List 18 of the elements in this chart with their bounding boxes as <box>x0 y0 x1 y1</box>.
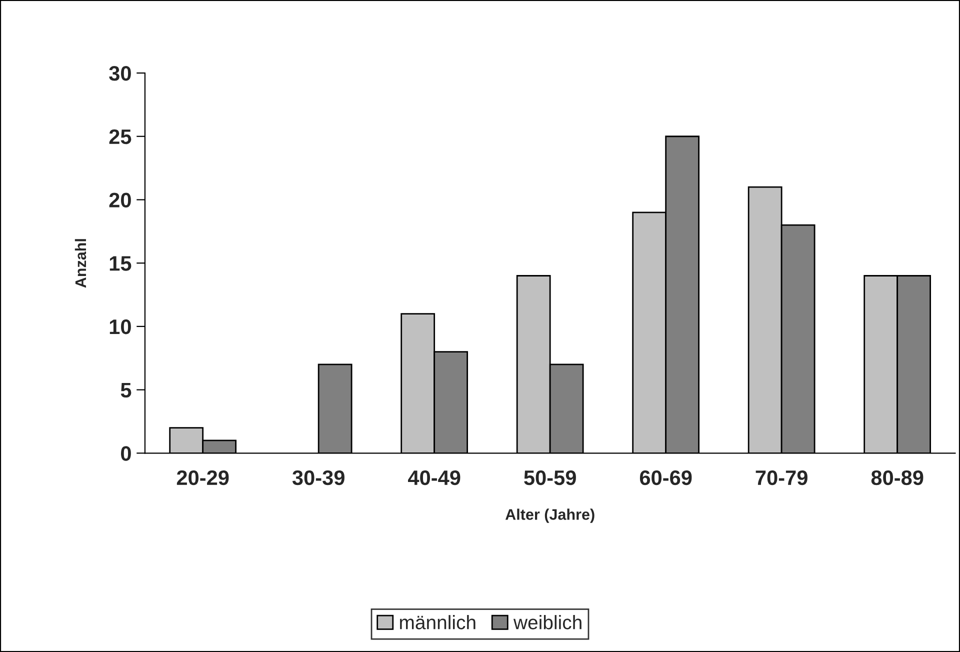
x-tick-label: 80-89 <box>871 470 924 486</box>
x-tick-label: 70-79 <box>756 470 808 486</box>
x-tick-label: 40-49 <box>408 470 460 486</box>
y-tick-label: 15 <box>110 256 132 271</box>
x-tick-label: 50-59 <box>524 470 576 486</box>
y-tick-label: 20 <box>109 192 131 208</box>
legend-label: männlich <box>400 615 476 630</box>
y-tick-label: 30 <box>109 66 131 81</box>
y-tick-label: 25 <box>109 129 132 144</box>
y-tick-label: 5 <box>120 383 132 398</box>
y-tick-label: 10 <box>110 319 131 334</box>
x-tick-label: 30-39 <box>292 470 344 486</box>
y-tick-label: 0 <box>121 446 131 461</box>
y-axis-title: Anzahl <box>74 239 86 288</box>
x-axis-title: Alter (Jahre) <box>505 508 594 523</box>
x-tick-label: 20-29 <box>176 470 229 486</box>
legend-label: weiblich <box>513 615 582 630</box>
x-tick-label: 60-69 <box>640 470 692 486</box>
